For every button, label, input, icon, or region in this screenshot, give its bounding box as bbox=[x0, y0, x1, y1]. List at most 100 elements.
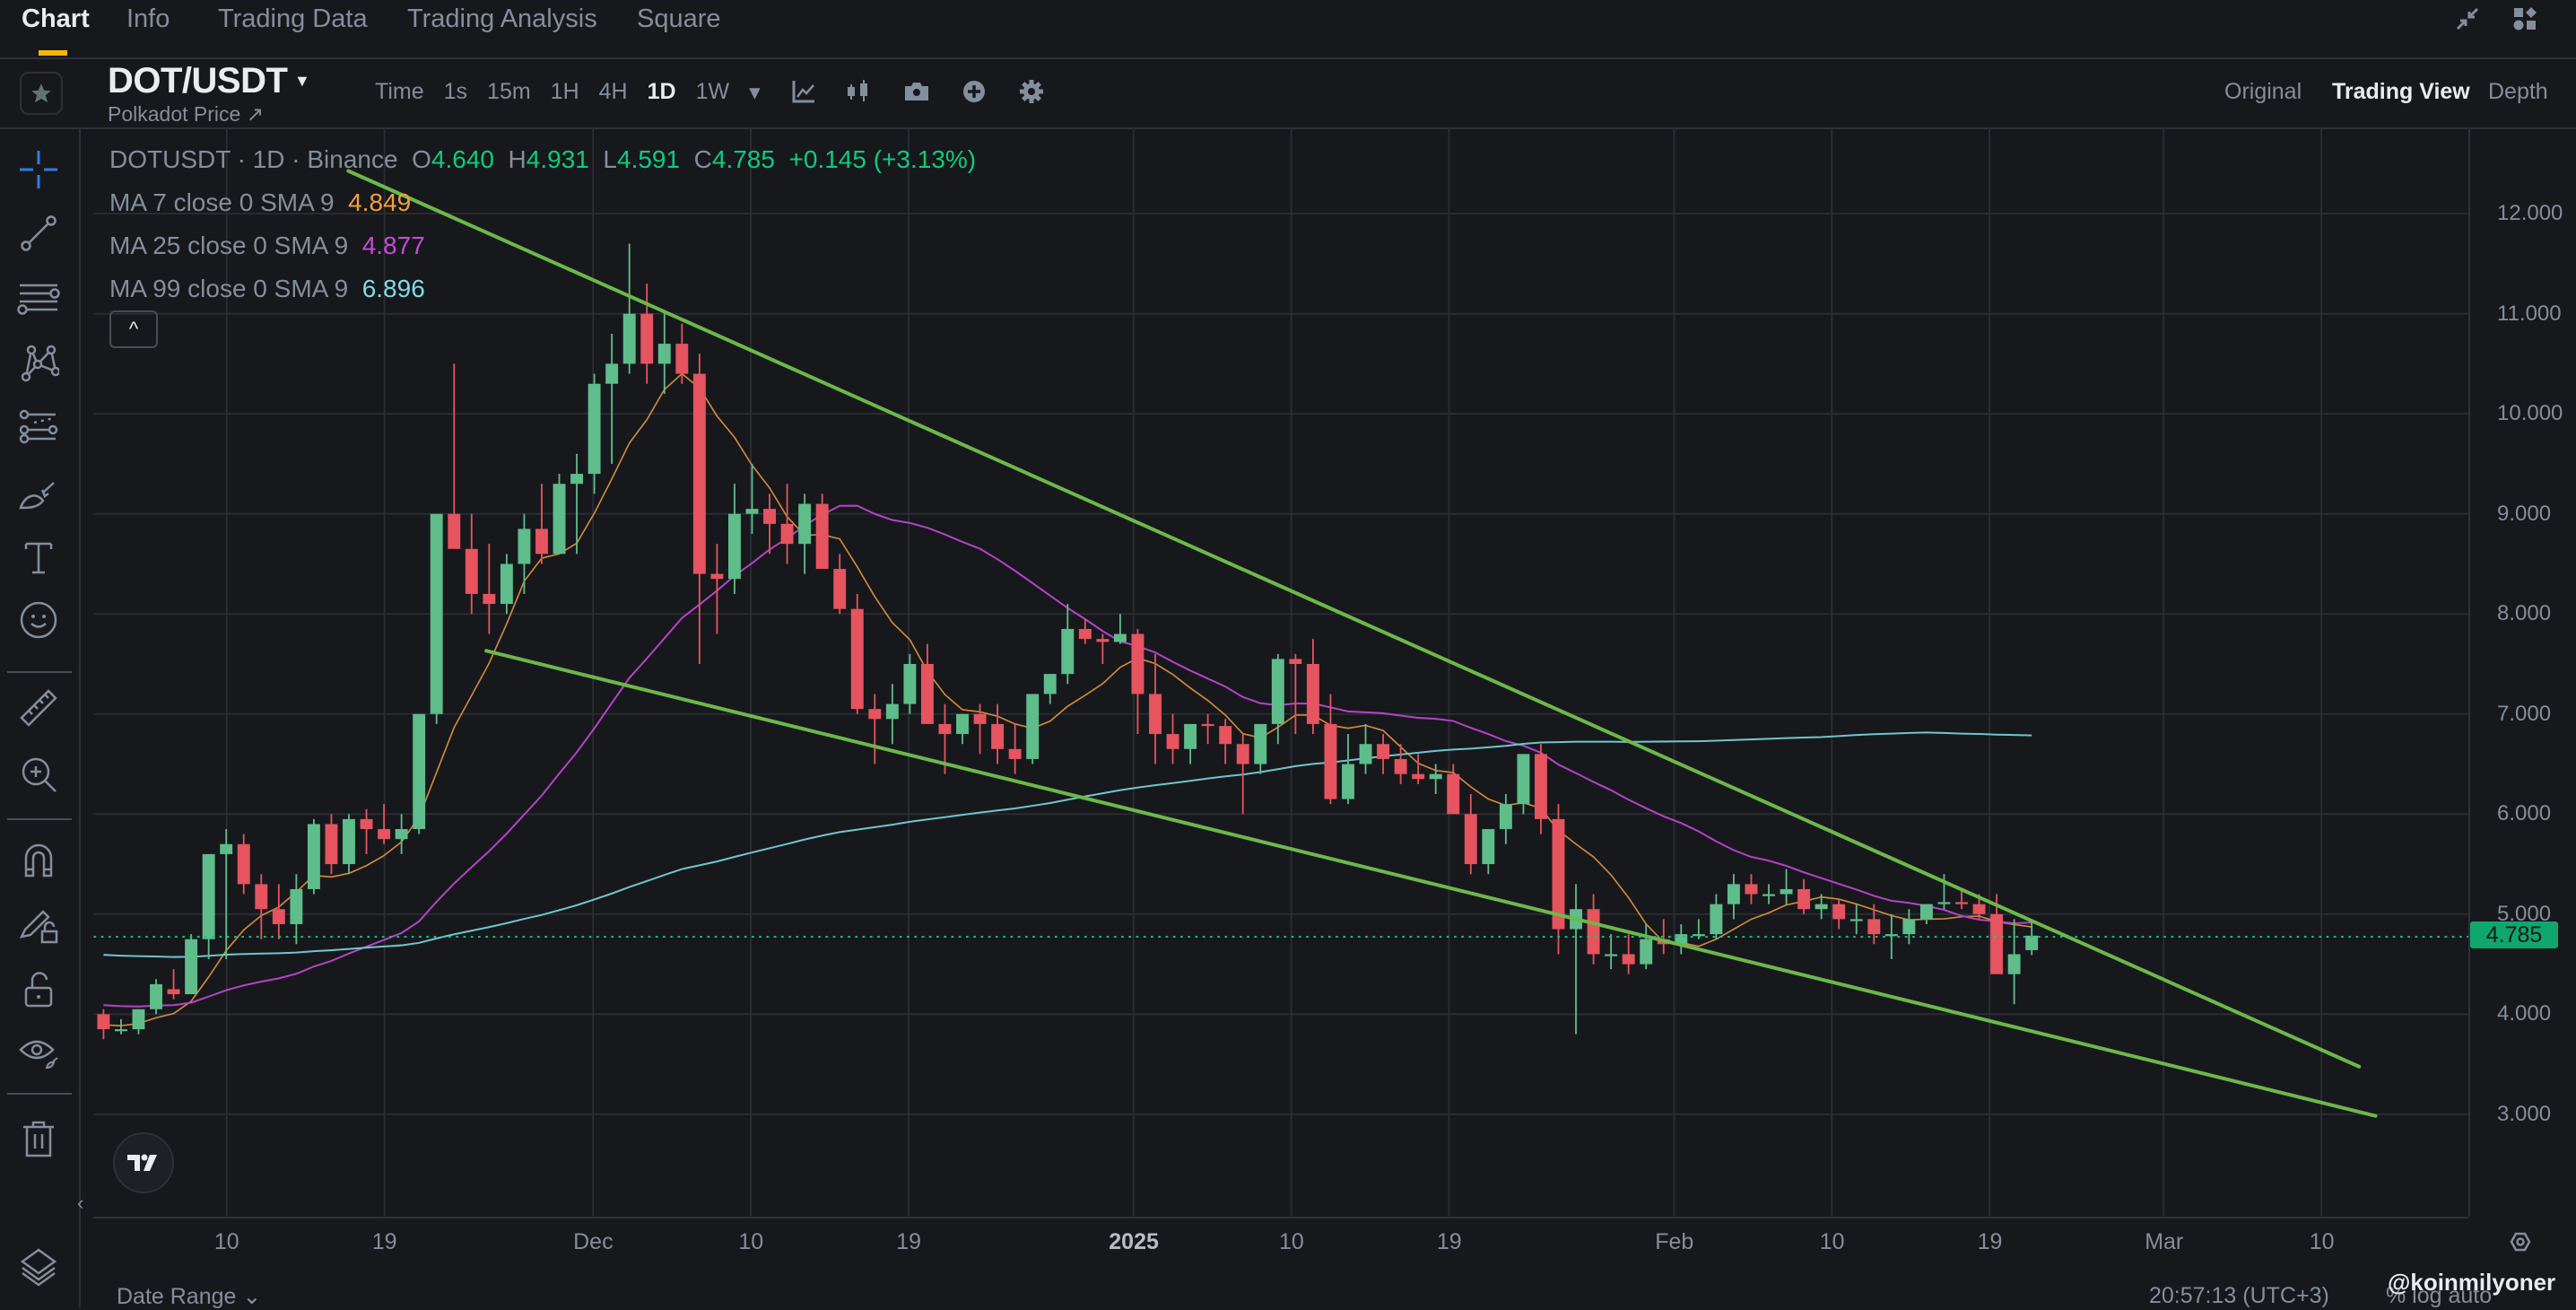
symbol-subtitle-link[interactable]: Polkadot Price ↗ bbox=[108, 102, 264, 126]
brush-tool[interactable] bbox=[13, 470, 65, 515]
legend-ma99[interactable]: MA 99 close 0 SMA 9 6.896 bbox=[109, 275, 425, 302]
layers-tool[interactable] bbox=[13, 1244, 65, 1288]
candle-type-icon[interactable] bbox=[844, 77, 873, 106]
eye-icon bbox=[19, 1040, 58, 1070]
price-label: 9.000 bbox=[2497, 502, 2552, 526]
drawing-tools-sidebar: ‹ bbox=[0, 129, 84, 1308]
legend-title: DOTUSDT · 1D · Binance bbox=[109, 145, 398, 173]
trendline-icon bbox=[21, 215, 57, 251]
collapse-icon[interactable] bbox=[2454, 5, 2481, 32]
legend-change: +0.145 (+3.13%) bbox=[788, 145, 977, 173]
settings-icon[interactable] bbox=[1017, 77, 1046, 106]
text-tool[interactable] bbox=[13, 535, 65, 580]
time-label: 19 bbox=[1436, 1229, 1462, 1254]
indicators-icon[interactable] bbox=[789, 77, 818, 106]
symbol-title[interactable]: DOT/USDT bbox=[108, 61, 288, 100]
time-label: 10 bbox=[1279, 1229, 1304, 1254]
legend-close: 4.785 bbox=[711, 145, 775, 173]
time-label: 10 bbox=[2309, 1229, 2335, 1254]
trash-icon bbox=[23, 1121, 54, 1157]
chart-footer: Date Range ⌄ 20:57:13 (UTC+3) % log auto bbox=[0, 1274, 2576, 1309]
crosshair-tool[interactable] bbox=[13, 147, 65, 192]
sidebar-collapse-chevron[interactable]: ‹ bbox=[77, 1192, 84, 1214]
fibonacci-icon bbox=[19, 409, 58, 444]
interval-1d[interactable]: 1D bbox=[647, 79, 676, 104]
tradingview-logo[interactable] bbox=[113, 1132, 174, 1193]
time-label: 10 bbox=[738, 1229, 764, 1254]
text-icon bbox=[24, 542, 53, 574]
tab-square[interactable]: Square bbox=[637, 4, 721, 33]
pattern-tool[interactable] bbox=[13, 341, 65, 386]
lock-drawing-tool[interactable] bbox=[13, 903, 65, 948]
interval-4h[interactable]: 4H bbox=[598, 79, 628, 104]
ruler-tool[interactable] bbox=[13, 686, 65, 730]
chart-toolbar: DOT/USDT ▼ Polkadot Price ↗ Time 1s 15m … bbox=[0, 59, 2576, 129]
widgets-icon[interactable] bbox=[2511, 5, 2538, 32]
fibonacci-tool[interactable] bbox=[13, 406, 65, 450]
chart-grid bbox=[93, 127, 2469, 1217]
zoom-tool[interactable] bbox=[13, 752, 65, 797]
time-label: 10 bbox=[213, 1229, 239, 1254]
tab-chart[interactable]: Chart bbox=[22, 4, 90, 33]
moving-average-lines bbox=[103, 372, 2032, 1026]
axis-scale-options[interactable]: % log auto bbox=[2386, 1283, 2493, 1308]
top-nav: Chart Info Trading Data Trading Analysis… bbox=[0, 0, 2576, 59]
price-label: 11.000 bbox=[2497, 301, 2562, 326]
time-label: 10 bbox=[1819, 1229, 1845, 1254]
hide-drawings-tool[interactable] bbox=[13, 1030, 65, 1075]
interval-1s[interactable]: 1s bbox=[443, 79, 468, 104]
favorite-button[interactable] bbox=[20, 72, 63, 115]
view-depth[interactable]: Depth bbox=[2488, 79, 2548, 104]
price-label: 4.000 bbox=[2497, 1001, 2552, 1026]
legend-high: 4.931 bbox=[526, 145, 589, 173]
ruler-icon bbox=[20, 689, 57, 727]
delete-drawings-tool[interactable] bbox=[13, 1116, 65, 1161]
sidebar-divider bbox=[7, 1093, 72, 1095]
camera-icon[interactable] bbox=[902, 77, 931, 106]
time-axis[interactable]: 10 19 Dec 10 19 2025 10 19 Feb 10 19 Mar 10 bbox=[93, 1217, 2468, 1269]
legend-ma25[interactable]: MA 25 close 0 SMA 9 4.877 bbox=[109, 231, 425, 259]
time-label: 19 bbox=[371, 1229, 397, 1254]
legend-low: 4.591 bbox=[617, 145, 681, 173]
zoom-in-icon bbox=[22, 757, 57, 792]
lock-all-tool[interactable] bbox=[13, 967, 65, 1012]
interval-more-caret[interactable]: ▾ bbox=[749, 80, 761, 105]
legend-collapse-button[interactable]: ^ bbox=[109, 310, 158, 348]
time-label: Feb bbox=[1655, 1229, 1694, 1254]
interval-1h[interactable]: 1H bbox=[550, 79, 579, 104]
view-trading-view[interactable]: Trading View bbox=[2332, 79, 2470, 104]
tab-trading-data[interactable]: Trading Data bbox=[218, 4, 368, 33]
horizontal-lines-icon bbox=[17, 284, 60, 315]
interval-15m[interactable]: 15m bbox=[487, 79, 531, 104]
emoji-tool[interactable] bbox=[13, 598, 65, 642]
add-icon[interactable] bbox=[960, 77, 988, 106]
date-range-button[interactable]: Date Range ⌄ bbox=[117, 1284, 262, 1309]
ma99-value: 6.896 bbox=[361, 275, 425, 302]
axis-settings-icon[interactable] bbox=[2502, 1224, 2538, 1260]
view-original[interactable]: Original bbox=[2224, 79, 2302, 104]
trendline-tool[interactable] bbox=[13, 211, 65, 256]
tradingview-icon bbox=[127, 1154, 157, 1171]
interval-1w[interactable]: 1W bbox=[695, 79, 730, 104]
tab-trading-analysis[interactable]: Trading Analysis bbox=[407, 4, 597, 33]
clock: 20:57:13 (UTC+3) bbox=[2149, 1283, 2329, 1308]
unlock-icon bbox=[24, 972, 53, 1008]
magnet-tool[interactable] bbox=[13, 838, 65, 883]
legend-open: 4.640 bbox=[431, 145, 494, 173]
time-label: 19 bbox=[1977, 1229, 2003, 1254]
horizontal-lines-tool[interactable] bbox=[13, 276, 65, 321]
pattern-icon bbox=[21, 345, 59, 382]
sidebar-divider bbox=[7, 671, 72, 673]
legend-ma7[interactable]: MA 7 close 0 SMA 9 4.849 bbox=[109, 188, 412, 216]
trendlines bbox=[346, 169, 2378, 1118]
time-label: Dec bbox=[573, 1229, 614, 1254]
interval-time[interactable]: Time bbox=[375, 79, 424, 104]
tab-info[interactable]: Info bbox=[126, 4, 170, 33]
price-label: 10.000 bbox=[2497, 401, 2563, 425]
star-icon bbox=[31, 83, 51, 103]
time-label: Mar bbox=[2145, 1229, 2184, 1254]
pencil-lock-icon bbox=[19, 910, 58, 944]
price-axis[interactable]: 12.000 11.000 10.000 9.000 8.000 7.000 6… bbox=[2468, 129, 2576, 1217]
symbol-dropdown-caret[interactable]: ▼ bbox=[294, 72, 310, 90]
